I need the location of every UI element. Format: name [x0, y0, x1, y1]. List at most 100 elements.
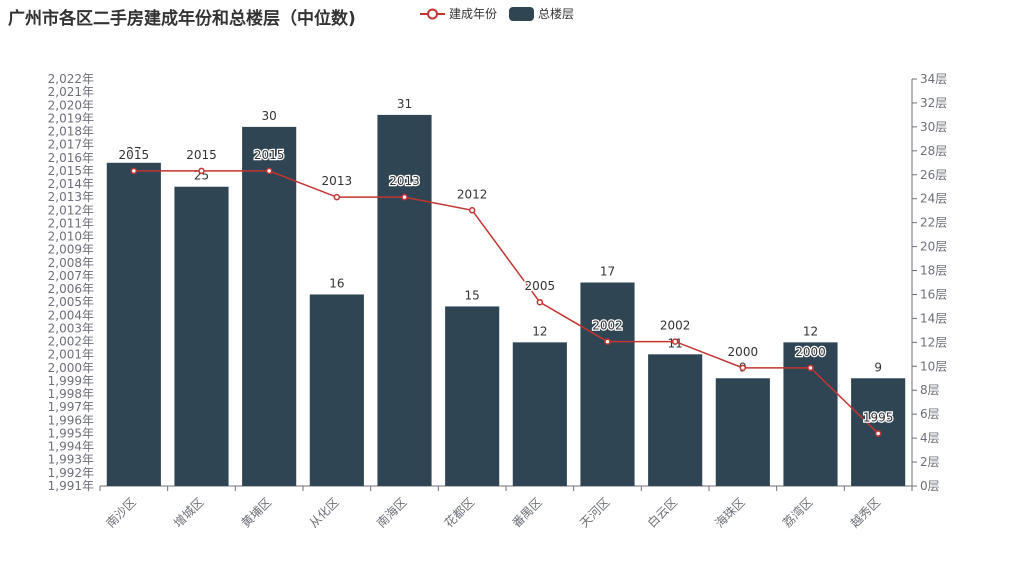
x-axis-tick-label: 白云区	[644, 494, 680, 530]
bar	[174, 186, 229, 486]
year-value-label: 2015	[254, 148, 285, 162]
bar-value-label: 12	[532, 324, 547, 338]
left-axis-tick-label: 2,006年	[48, 282, 94, 296]
left-axis-tick-label: 2,002年	[48, 335, 94, 349]
x-axis-tick-label: 天河区	[577, 495, 612, 530]
year-value-label: 2002	[592, 319, 623, 333]
bar-value-label: 12	[803, 324, 818, 338]
right-axis-tick-label: 6层	[920, 407, 940, 421]
year-point	[807, 364, 814, 372]
right-axis-tick-label: 30层	[920, 120, 947, 134]
bar-value-label: 27	[126, 145, 141, 159]
legend-line-icon	[420, 8, 445, 19]
left-axis-tick-label: 1,993年	[48, 453, 94, 467]
left-axis-tick-label: 2,007年	[48, 269, 94, 283]
x-axis-tick-label: 番禺区	[509, 495, 544, 530]
year-point	[333, 193, 341, 201]
x-axis-tick-label: 增城区	[171, 495, 206, 530]
left-axis-tick-label: 2,017年	[48, 138, 94, 152]
bar	[106, 162, 161, 486]
bar	[783, 342, 838, 486]
right-axis-tick-label: 12层	[920, 335, 947, 349]
year-point	[401, 193, 408, 201]
year-value-label: 2015	[186, 148, 217, 162]
right-axis-tick-label: 28层	[920, 144, 947, 158]
right-axis-tick-label: 8层	[920, 383, 940, 397]
right-axis-tick-label: 0层	[920, 479, 940, 493]
year-value-label: 2000	[728, 345, 759, 359]
left-axis-tick-label: 1,991年	[48, 479, 94, 493]
legend-label-bar: 总楼层	[538, 7, 575, 21]
year-value-label: 2013	[322, 174, 353, 188]
left-axis-tick-label: 2,001年	[48, 348, 94, 362]
chart-title: 广州市各区二手房建成年份和总楼层（中位数)	[8, 9, 356, 29]
left-axis-tick-label: 2,010年	[48, 230, 94, 244]
year-point	[739, 364, 747, 372]
bar-value-label: 30	[262, 109, 277, 123]
year-point	[198, 167, 205, 175]
x-axis-tick-label: 海珠区	[712, 494, 748, 530]
bar-value-label: 17	[600, 265, 615, 279]
right-axis-tick-label: 4层	[920, 431, 940, 445]
right-axis-tick-label: 2层	[920, 455, 940, 469]
bar	[648, 354, 703, 486]
left-axis-tick-label: 1,992年	[48, 466, 94, 480]
bar-value-label: 25	[194, 169, 209, 183]
bar	[242, 126, 297, 486]
x-axis-tick-label: 南沙区	[103, 494, 139, 530]
year-value-label: 2012	[457, 187, 488, 201]
left-axis-tick-label: 1,999年	[48, 374, 94, 388]
bar	[309, 294, 364, 486]
year-point	[536, 298, 544, 306]
legend-item-bar[interactable]: 总楼层	[509, 5, 574, 22]
x-axis-tick-label: 黄埔区	[239, 495, 274, 530]
right-axis-tick-label: 32层	[920, 96, 947, 110]
left-axis-tick-label: 2,011年	[48, 216, 94, 230]
left-axis-tick-label: 2,000年	[48, 361, 94, 375]
bar	[445, 306, 500, 486]
legend-item-line[interactable]: 建成年份	[420, 5, 497, 22]
right-axis-tick-label: 16层	[920, 287, 947, 301]
left-axis-tick-label: 2,014年	[48, 177, 94, 191]
left-axis-tick-label: 2,004年	[48, 308, 94, 322]
bar-value-label: 15	[465, 288, 480, 302]
year-point	[130, 167, 138, 175]
year-point	[874, 430, 882, 437]
x-axis-tick-label: 南海区	[373, 494, 409, 530]
year-value-label: 2002	[660, 319, 691, 333]
left-axis-tick-label: 2,020年	[48, 98, 94, 112]
right-axis-tick-label: 24层	[920, 192, 947, 206]
bar-value-label: 9	[874, 360, 882, 374]
year-value-label: 1995	[863, 410, 894, 424]
left-axis-tick-label: 2,009年	[48, 243, 94, 257]
year-value-label: 2005	[525, 279, 556, 293]
legend-bar-icon	[509, 6, 535, 21]
bar	[512, 342, 567, 486]
left-axis-tick-label: 2,008年	[48, 256, 94, 270]
left-axis-tick-label: 2,018年	[48, 125, 94, 139]
left-axis-tick-label: 1,995年	[48, 426, 94, 440]
bar	[377, 114, 432, 486]
year-value-label: 2000	[795, 345, 826, 359]
left-axis-tick-label: 1,997年	[48, 400, 94, 414]
year-point	[265, 167, 273, 175]
x-axis-tick-label: 从化区	[306, 495, 341, 530]
left-axis-tick-label: 2,021年	[48, 85, 94, 99]
bar	[580, 282, 635, 486]
left-axis-tick-label: 2,013年	[48, 190, 94, 204]
right-axis-tick-label: 10层	[920, 359, 947, 373]
left-axis-tick-label: 1,998年	[48, 387, 94, 401]
x-axis-tick-label: 花都区	[441, 494, 477, 530]
legend: 建成年份 总楼层	[420, 5, 586, 22]
right-axis-tick-label: 18层	[920, 264, 947, 278]
bar-value-label: 16	[329, 276, 344, 290]
right-axis-tick-label: 14层	[920, 311, 947, 325]
right-axis-tick-label: 22层	[920, 216, 947, 230]
year-point	[468, 207, 476, 214]
bar	[715, 378, 770, 486]
right-axis-tick-label: 20层	[920, 240, 947, 254]
x-axis-tick-label: 荔湾区	[779, 494, 815, 530]
right-axis-tick-label: 34层	[920, 72, 947, 86]
left-axis-tick-label: 2,022年	[48, 72, 94, 86]
